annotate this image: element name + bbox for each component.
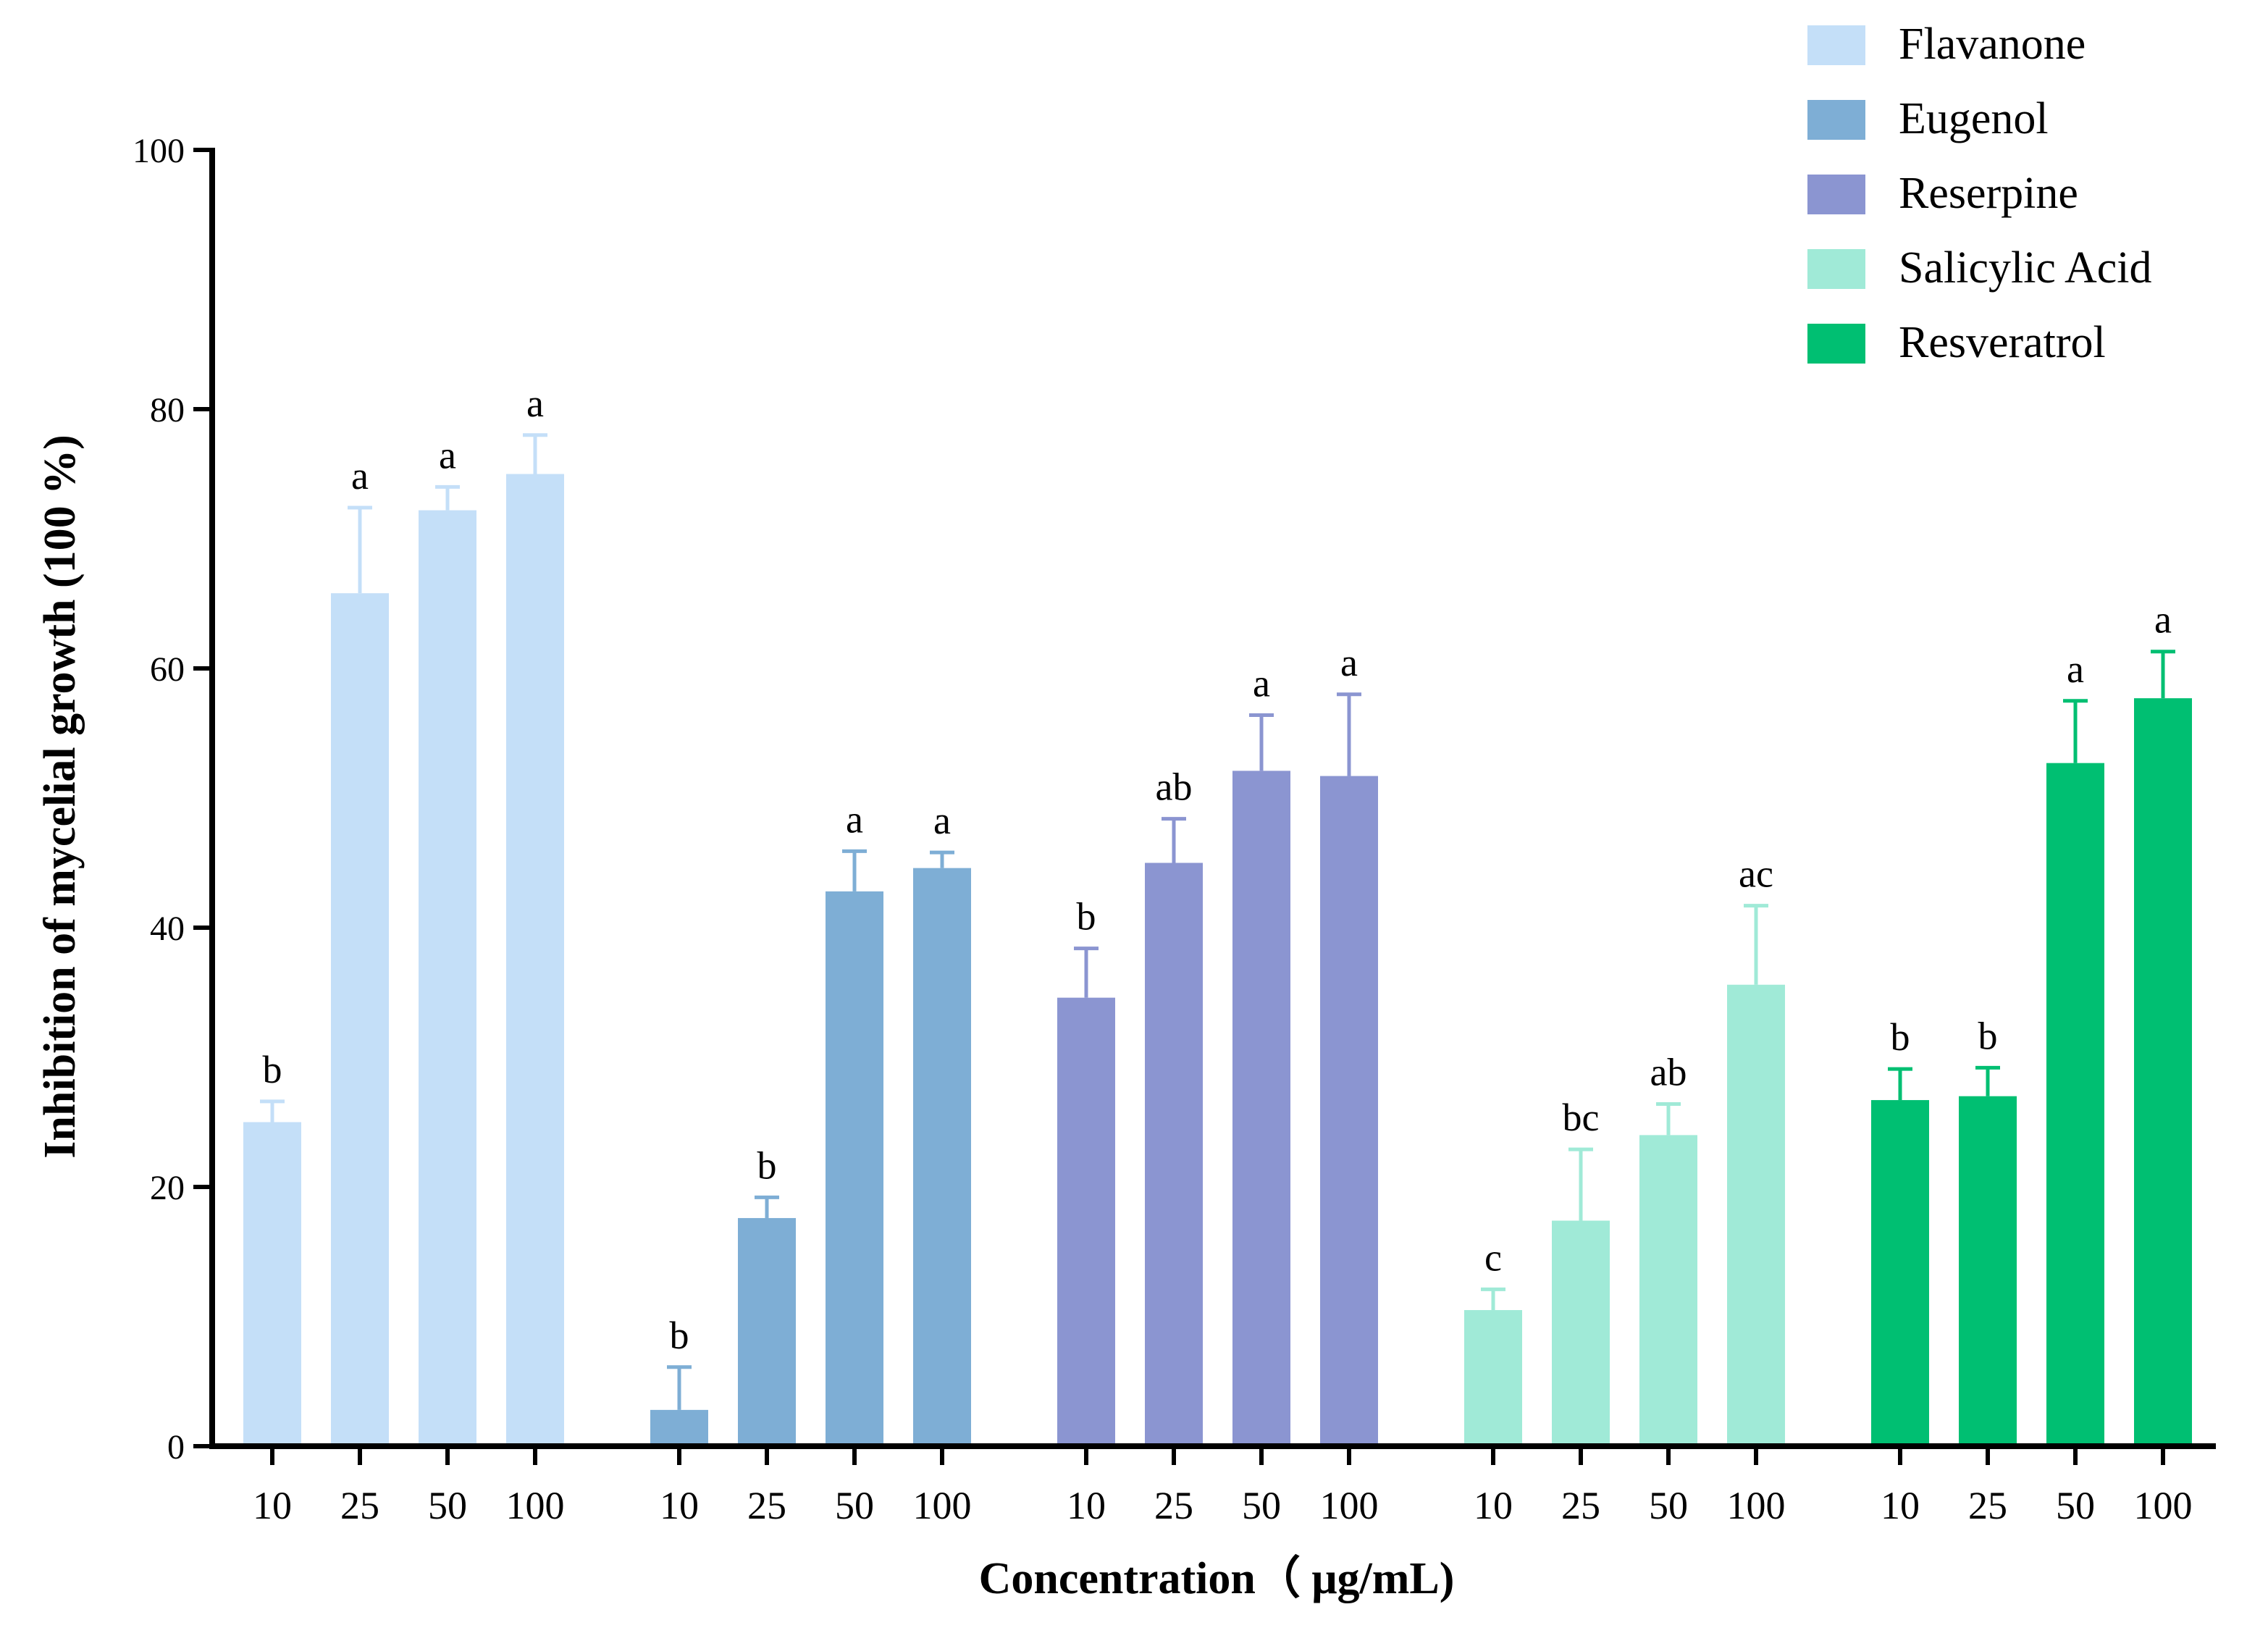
bar <box>1959 1096 2017 1446</box>
axes-layer: 10 25 50 100 10 25 50 100 10 25 50 100 10 25 50 100 10 25… <box>133 132 2216 1527</box>
x-tick-label: 25 <box>1561 1484 1600 1527</box>
x-tick-label: 100 <box>913 1484 972 1527</box>
x-tick-label: 50 <box>2056 1484 2095 1527</box>
significance-letter: a <box>1340 641 1358 684</box>
legend-label: Resveratrol <box>1899 318 2106 367</box>
legend-swatch <box>1807 100 1865 140</box>
x-tick-label: 100 <box>1320 1484 1379 1527</box>
bar <box>506 474 564 1446</box>
x-tick-label: 25 <box>1968 1484 2007 1527</box>
series-group-flavanone: b a a a <box>243 382 564 1447</box>
x-tick-label: 10 <box>253 1484 292 1527</box>
significance-letter: a <box>526 382 544 425</box>
significance-letter: ac <box>1739 852 1773 896</box>
x-tick-label: 100 <box>506 1484 565 1527</box>
significance-letter: b <box>1978 1014 1998 1057</box>
bar <box>1145 863 1203 1446</box>
x-axis-title: Concentration（ μg/mL) <box>979 1553 1455 1603</box>
significance-letter: b <box>1077 895 1096 939</box>
legend-label: Reserpine <box>1899 169 2078 218</box>
bar <box>1057 997 1115 1446</box>
x-tick-label: 10 <box>1474 1484 1513 1527</box>
x-tick-label: 10 <box>1067 1484 1106 1527</box>
x-tick-label: 50 <box>1649 1484 1688 1527</box>
significance-letter: b <box>263 1048 282 1091</box>
x-tick-label: 50 <box>428 1484 467 1527</box>
significance-letter: c <box>1484 1235 1502 1279</box>
bar <box>650 1409 708 1446</box>
bar <box>1639 1135 1697 1446</box>
series-group-reserpine: b ab a a <box>1057 641 1378 1446</box>
significance-letter: a <box>2067 647 2084 691</box>
significance-letter: b <box>757 1143 777 1187</box>
x-tick-label: 50 <box>835 1484 874 1527</box>
y-tick-label: 40 <box>150 910 185 948</box>
bar <box>331 593 389 1447</box>
bar <box>1320 776 1378 1446</box>
series-group-eugenol: b b a a <box>650 797 971 1446</box>
bar <box>1871 1100 1929 1446</box>
series-group-resveratrol: b b a a <box>1871 598 2192 1447</box>
x-tick-label: 25 <box>1154 1484 1193 1527</box>
x-tick-label: 50 <box>1242 1484 1281 1527</box>
bar <box>913 868 971 1446</box>
x-tick-label: 25 <box>747 1484 786 1527</box>
legend-swatch <box>1807 175 1865 214</box>
x-tick-label: 25 <box>340 1484 379 1527</box>
x-tick-label: 100 <box>1727 1484 1786 1527</box>
bar <box>1552 1220 1610 1446</box>
y-axis-title: Inhibition of mycelial growth (100 %) <box>35 435 85 1158</box>
significance-letter: ab <box>1650 1050 1687 1094</box>
bar <box>2046 763 2104 1446</box>
legend-label: Flavanone <box>1899 20 2086 69</box>
x-tick-label: 100 <box>2134 1484 2193 1527</box>
y-tick-label: 60 <box>150 650 185 689</box>
legend-label: Eugenol <box>1899 94 2049 143</box>
bar <box>1727 984 1785 1446</box>
significance-letter: a <box>1253 661 1270 705</box>
legend-label: Salicylic Acid <box>1899 243 2152 293</box>
legend-swatch <box>1807 249 1865 289</box>
legend-swatch <box>1807 324 1865 364</box>
significance-letter: bc <box>1563 1096 1600 1139</box>
bar <box>243 1122 301 1446</box>
legend: Flavanone Eugenol Reserpine Salicylic Acid R… <box>1807 20 2152 367</box>
significance-letter: b <box>670 1314 689 1357</box>
x-tick-label: 10 <box>1881 1484 1920 1527</box>
y-tick-label: 80 <box>150 391 185 429</box>
significance-letter: a <box>2154 598 2172 642</box>
y-tick-label: 100 <box>133 132 185 170</box>
significance-letter: a <box>351 454 369 498</box>
series-group-salicylic-acid: c bc ab ac <box>1464 852 1785 1446</box>
bar <box>1464 1310 1522 1446</box>
bar <box>419 510 476 1446</box>
x-tick-label: 10 <box>660 1484 699 1527</box>
bar <box>1232 771 1290 1446</box>
bar <box>738 1217 796 1446</box>
y-tick-label: 0 <box>167 1428 185 1466</box>
significance-letter: a <box>846 797 863 841</box>
significance-letter: b <box>1891 1015 1910 1059</box>
significance-letter: a <box>933 799 951 842</box>
y-tick-label: 20 <box>150 1169 185 1207</box>
bar <box>826 891 883 1446</box>
significance-letter: a <box>439 433 456 477</box>
significance-letter: ab <box>1156 765 1193 809</box>
legend-swatch <box>1807 25 1865 65</box>
bar <box>2134 698 2192 1447</box>
